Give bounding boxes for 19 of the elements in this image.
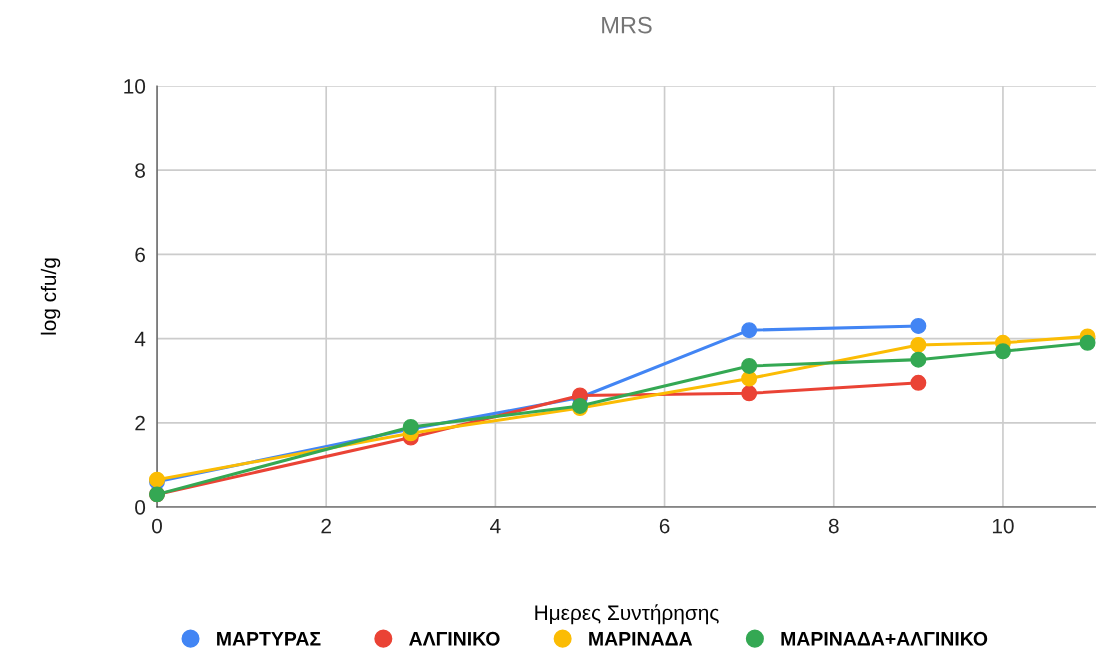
x-tick-label: 4 [490,518,501,534]
x-tick-label: 0 [152,518,162,534]
y-tick-label: 0 [135,500,146,515]
y-tick-label: 8 [135,163,145,178]
chart-title: MRS [602,16,652,34]
y-axis-title: log cfu/g [40,258,61,335]
x-tick-label: 6 [659,518,670,534]
y-tick-label: 4 [134,331,146,347]
legend-label: ΑΛΓΙΝΙΚΟ [409,631,500,646]
y-tick-label: 2 [135,415,145,431]
legend-label: ΜΑΡΤΥΡΑΣ [217,632,321,646]
legend-label: ΜΑΡΙΝΑΔΑ+ΑΛΓΙΝΙΚΟ [781,631,988,646]
legend-label: ΜΑΡΙΝΑΔΑ [589,632,693,646]
x-axis-title: Ημερες Συντήρησης [535,604,719,625]
x-tick-label: 2 [321,518,331,534]
x-tick-label: 8 [828,518,839,534]
y-tick-label: 6 [135,247,145,263]
y-tick-label: 10 [124,79,146,94]
x-tick-label: 10 [992,518,1014,534]
